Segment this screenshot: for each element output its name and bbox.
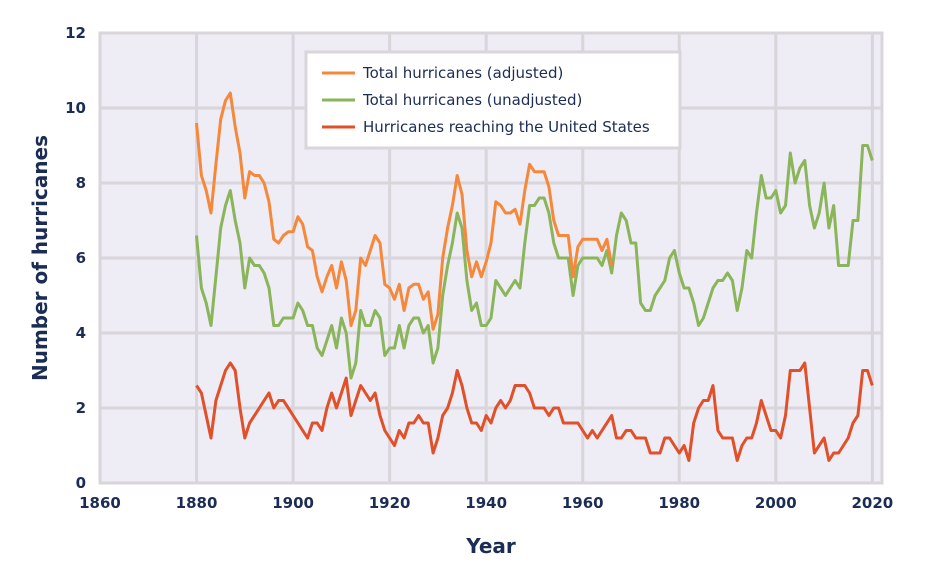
x-tick-labels: 1860 1880 1900 1920 1940 1960 1980 2000 2020 [79,494,893,512]
legend-box [304,50,682,150]
y-axis-label: Number of hurricanes [28,135,52,381]
y-tick-label: 2 [76,399,86,417]
y-tick-label: 6 [76,249,86,267]
x-axis-label: Year [465,534,516,558]
x-tick-label: 1860 [79,494,121,512]
y-tick-label: 10 [65,99,86,117]
series-lines [195,91,874,462]
series-line-0 [195,91,614,331]
x-tick-label: 2020 [851,494,893,512]
x-tick-label: 1980 [658,494,700,512]
legend-label: Total hurricanes (adjusted) [362,64,563,82]
x-tick-label: 1900 [272,494,314,512]
series-line-2 [195,361,874,462]
legend-label: Hurricanes reaching the United States [363,118,650,136]
x-tick-label: 1920 [369,494,411,512]
series-line-1 [195,144,874,380]
legend-label: Total hurricanes (unadjusted) [362,91,582,109]
y-tick-label: 4 [76,324,86,342]
x-tick-label: 1940 [465,494,507,512]
x-tick-label: 2000 [755,494,797,512]
x-tick-label: 1880 [176,494,218,512]
legend: Total hurricanes (adjusted) Total hurrica… [304,50,682,150]
y-tick-label: 8 [76,174,86,192]
x-tick-label: 1960 [562,494,604,512]
y-tick-label: 12 [65,24,86,42]
y-tick-label: 0 [76,474,86,492]
y-tick-labels: 0 2 4 6 8 10 12 [65,24,86,492]
